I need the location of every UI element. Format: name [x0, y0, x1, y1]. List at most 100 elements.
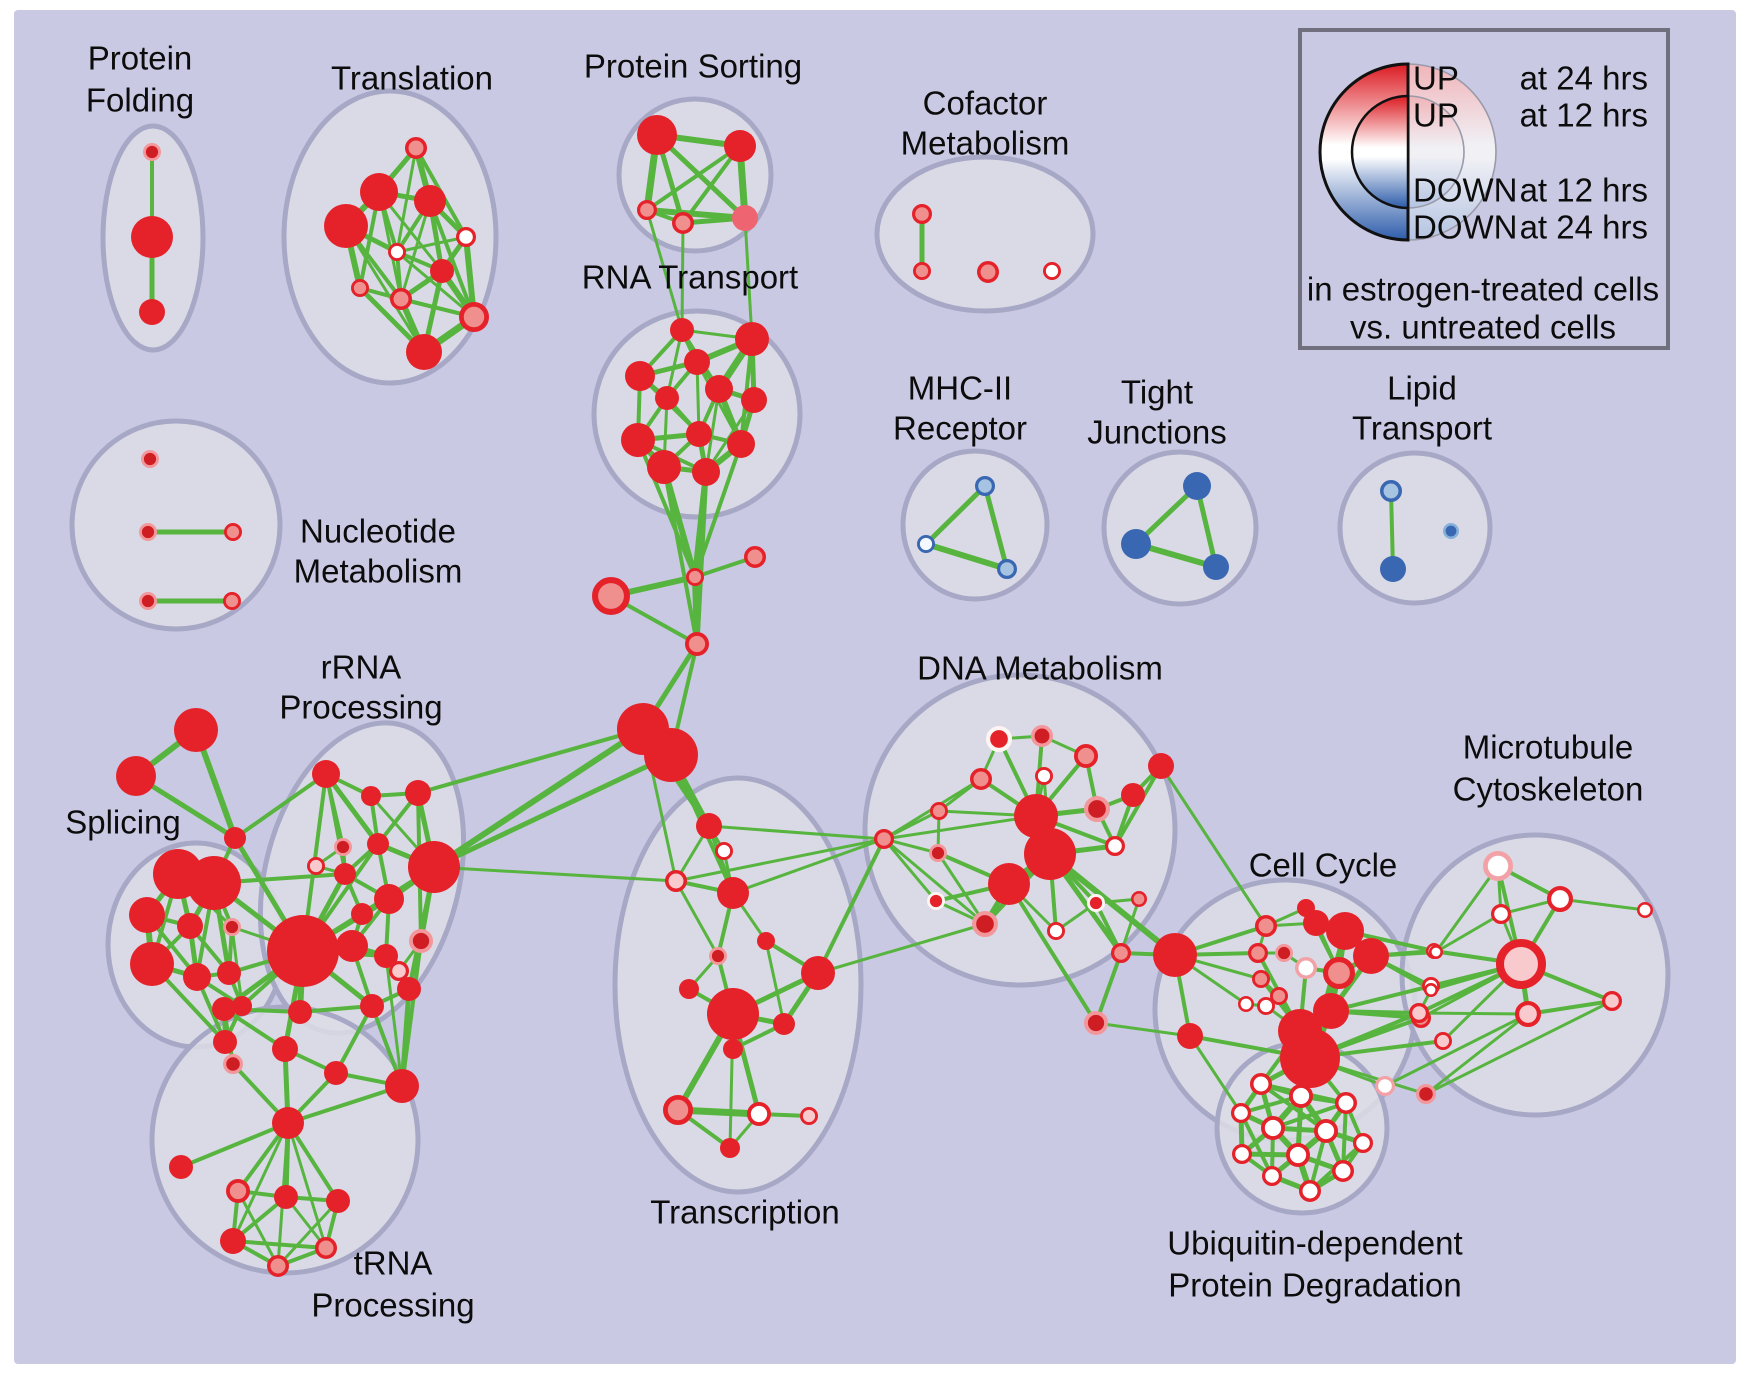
- network-edge: [299, 1004, 373, 1014]
- network-node: [1303, 910, 1329, 936]
- network-node: [220, 1228, 246, 1254]
- network-edge: [1188, 1035, 1243, 1114]
- network-node: [723, 1039, 743, 1059]
- network-node: [272, 1107, 304, 1139]
- cluster-label-translation: Translation: [331, 60, 493, 97]
- network-node: [1153, 933, 1197, 977]
- network-edge: [1159, 765, 1268, 927]
- network-node: [670, 318, 694, 342]
- network-node: [1424, 982, 1439, 997]
- network-node: [1230, 1102, 1251, 1123]
- network-node: [183, 963, 211, 991]
- network-node: [996, 558, 1017, 579]
- network-edge: [1527, 999, 1613, 1016]
- network-edge: [276, 1199, 340, 1268]
- network-node: [408, 841, 460, 893]
- network-edge: [400, 940, 423, 1087]
- network-node: [324, 1061, 348, 1085]
- cluster-label-trna-processing: tRNA: [354, 1245, 433, 1282]
- network-node: [1034, 767, 1053, 786]
- network-node: [267, 915, 339, 987]
- network-node: [405, 136, 428, 159]
- cluster-label-rna-transport: RNA Transport: [582, 259, 798, 296]
- network-edge: [180, 1121, 289, 1169]
- network-node: [1261, 1116, 1286, 1141]
- network-node: [1084, 1010, 1109, 1035]
- network-node: [709, 947, 728, 966]
- network-edge: [704, 388, 721, 473]
- network-edge: [732, 837, 885, 895]
- network-node: [116, 756, 156, 796]
- network-node: [684, 631, 709, 656]
- network-node: [1203, 554, 1229, 580]
- network-edge: [882, 838, 938, 902]
- network-node: [139, 592, 158, 611]
- network-node: [1380, 556, 1406, 582]
- network-node: [1251, 970, 1270, 989]
- network-edge: [1007, 882, 1098, 1025]
- cluster-label-microtubule-cytoskeleton: Cytoskeleton: [1453, 771, 1644, 808]
- network-node: [974, 476, 995, 497]
- network-node: [430, 259, 454, 283]
- network-node: [224, 523, 243, 542]
- network-edge: [982, 485, 1010, 570]
- network-edge: [694, 471, 709, 645]
- network-edge: [417, 727, 644, 795]
- network-node: [360, 994, 384, 1018]
- network-node: [267, 1255, 290, 1278]
- network-edge: [883, 809, 940, 841]
- network-edge: [231, 1122, 290, 1242]
- network-node: [1332, 1160, 1355, 1183]
- cluster-mhc-ii-receptor: [900, 448, 1050, 602]
- network-edge: [1113, 765, 1163, 847]
- network-node: [1024, 828, 1076, 880]
- network-edge: [936, 852, 987, 925]
- network-edge: [396, 250, 475, 319]
- network-node: [1086, 894, 1105, 913]
- network-edge: [1425, 999, 1613, 1096]
- network-node: [1415, 1083, 1436, 1104]
- network-node: [800, 1106, 819, 1125]
- network-node: [927, 892, 946, 911]
- cluster-label-mhc-ii-receptor: MHC-II: [908, 370, 1012, 407]
- network-node: [1238, 995, 1255, 1012]
- legend-direction-label: DOWN: [1413, 172, 1517, 209]
- network-node: [409, 928, 434, 953]
- cluster-label-splicing: Splicing: [65, 804, 181, 841]
- network-node: [911, 204, 932, 225]
- network-node: [1280, 1028, 1340, 1088]
- network-node: [1046, 922, 1065, 941]
- network-node: [1255, 915, 1278, 938]
- cluster-label-ubiquitin-degradation: Ubiquitin-dependent: [1167, 1225, 1462, 1262]
- legend-caption: vs. untreated cells: [1350, 309, 1616, 346]
- network-node: [977, 261, 1000, 284]
- network-node: [1121, 783, 1145, 807]
- network-node: [746, 1102, 771, 1127]
- network-edge: [924, 484, 987, 546]
- network-edge: [645, 144, 742, 212]
- network-node: [1261, 1165, 1282, 1186]
- network-node: [131, 216, 173, 258]
- cluster-label-transcription: Transcription: [650, 1194, 840, 1231]
- network-node: [224, 827, 246, 849]
- network-node: [1601, 990, 1622, 1011]
- cluster-label-microtubule-cytoskeleton: Microtubule: [1463, 729, 1634, 766]
- network-node: [374, 944, 398, 968]
- network-node: [1274, 944, 1293, 963]
- network-node: [679, 979, 699, 999]
- network-node: [686, 421, 712, 447]
- network-node: [130, 942, 174, 986]
- network-node: [591, 576, 630, 615]
- network-edge: [662, 466, 699, 645]
- network-edge: [1559, 897, 1646, 912]
- network-node: [141, 450, 160, 469]
- network-node: [655, 386, 679, 410]
- network-edge: [1048, 851, 1177, 958]
- network-node: [389, 960, 410, 981]
- network-node: [1231, 1143, 1252, 1164]
- network-node: [1014, 794, 1058, 838]
- network-node: [684, 349, 710, 375]
- network-node: [187, 856, 241, 910]
- network-node: [663, 1095, 694, 1126]
- network-edge: [1418, 1011, 1529, 1016]
